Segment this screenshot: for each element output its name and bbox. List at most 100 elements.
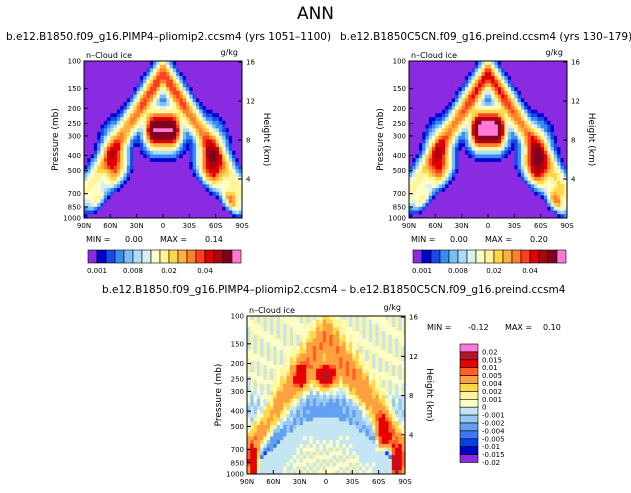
field-cell — [435, 154, 439, 159]
field-cell — [418, 206, 423, 211]
field-cell — [435, 102, 439, 107]
field-cell — [425, 117, 430, 122]
field-cell — [418, 109, 423, 114]
field-cell — [116, 124, 121, 129]
field-cell — [120, 94, 124, 99]
field-cell — [176, 180, 180, 185]
field-cell — [455, 109, 459, 114]
field-cell — [133, 150, 138, 155]
field-cell — [222, 150, 226, 155]
field-cell — [481, 203, 486, 208]
field-cell — [232, 98, 236, 103]
field-cell — [260, 327, 264, 332]
field-cell — [116, 146, 121, 152]
field-cell — [488, 180, 492, 185]
field-cell — [358, 357, 363, 362]
field-cell — [319, 338, 324, 343]
field-cell — [316, 349, 320, 354]
field-cell — [84, 120, 88, 125]
field-cell — [199, 135, 203, 140]
field-cell — [560, 72, 565, 77]
field-cell — [537, 68, 542, 73]
field-cell — [176, 102, 180, 107]
field-cell — [524, 87, 528, 92]
field-cell — [438, 117, 443, 122]
field-cell — [309, 342, 314, 347]
field-cell — [93, 79, 98, 84]
field-cell — [445, 139, 449, 144]
field-cell — [172, 87, 177, 92]
field-cell — [179, 94, 184, 99]
field-cell — [182, 87, 187, 92]
field-cell — [461, 210, 466, 215]
field-cell — [530, 124, 535, 129]
field-cell — [186, 124, 190, 129]
field-cell — [534, 191, 538, 196]
field-cell — [468, 203, 472, 208]
field-cell — [345, 361, 350, 366]
field-cell — [238, 154, 243, 159]
field-cell — [372, 331, 376, 336]
field-cell — [93, 180, 98, 185]
field-cell — [100, 165, 105, 170]
field-cell — [514, 102, 518, 107]
field-cell — [120, 165, 124, 170]
field-cell — [195, 161, 200, 167]
field-cell — [166, 68, 170, 73]
field-cell — [395, 323, 399, 328]
field-cell — [372, 353, 376, 358]
field-cell — [553, 61, 558, 66]
field-cell — [415, 75, 420, 81]
field-cell — [107, 75, 111, 81]
field-cell — [378, 357, 383, 362]
field-cell — [557, 203, 561, 208]
field-cell — [228, 94, 233, 99]
field-cell — [409, 176, 413, 181]
field-cell — [474, 102, 479, 107]
field-cell — [84, 158, 88, 163]
field-cell — [441, 161, 446, 167]
field-cell — [222, 199, 226, 204]
field-cell — [199, 180, 203, 185]
field-cell — [458, 199, 463, 204]
field-cell — [238, 75, 243, 81]
field-cell — [312, 319, 317, 324]
field-cell — [507, 206, 512, 211]
field-cell — [464, 161, 469, 167]
field-cell — [412, 135, 416, 140]
field-cell — [326, 353, 330, 358]
field-cell — [176, 68, 180, 73]
field-cell — [332, 361, 337, 366]
field-cell — [316, 338, 320, 343]
field-cell — [263, 372, 268, 377]
field-cell — [435, 128, 439, 133]
field-cell — [322, 346, 327, 351]
field-cell — [192, 64, 197, 69]
field-cell — [153, 154, 157, 159]
field-cell — [494, 154, 499, 159]
field-cell — [412, 143, 416, 148]
field-cell — [116, 173, 121, 178]
field-cell — [176, 124, 180, 129]
field-cell — [270, 349, 274, 354]
field-cell — [192, 105, 197, 110]
field-cell — [474, 64, 479, 69]
field-cell — [478, 98, 482, 103]
field-cell — [146, 72, 151, 77]
field-cell — [520, 203, 525, 208]
field-cell — [182, 154, 187, 159]
field-cell — [199, 132, 203, 137]
field-cell — [385, 319, 389, 324]
field-cell — [458, 98, 463, 103]
field-cell — [543, 180, 548, 185]
field-cell — [107, 124, 111, 129]
field-cell — [179, 210, 184, 215]
field-cell — [149, 176, 154, 181]
field-cell — [381, 376, 386, 381]
field-cell — [451, 68, 456, 73]
field-cell — [296, 364, 301, 370]
field-cell — [232, 139, 236, 144]
field-cell — [435, 143, 439, 148]
field-cell — [159, 195, 164, 200]
field-cell — [471, 117, 476, 122]
